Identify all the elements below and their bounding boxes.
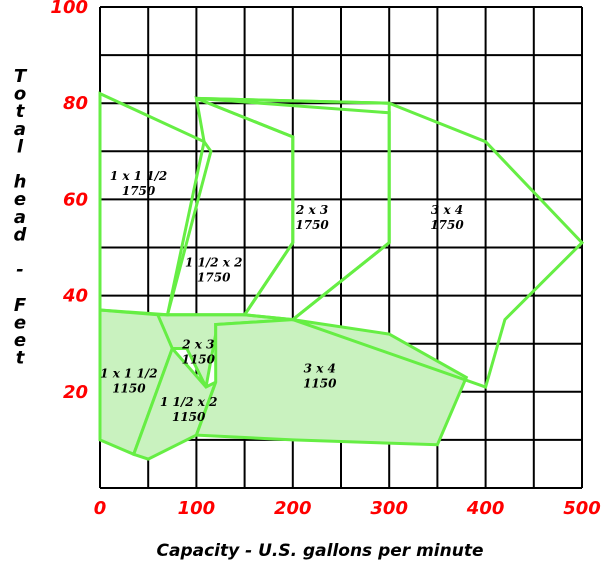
y-axis-label-char: T bbox=[14, 66, 28, 87]
region-3-x-4-1150 bbox=[194, 318, 469, 447]
y-axis-label-char: o bbox=[14, 84, 26, 105]
y-axis-label-char: a bbox=[14, 119, 26, 140]
region-label-rpm-3-x-4-1750: 1750 bbox=[430, 218, 464, 232]
x-tick-label: 100 bbox=[178, 498, 216, 519]
y-axis-label-char: e bbox=[14, 330, 26, 351]
region-label-name-1-1-2-x-2-1750: 1 1/2 x 2 bbox=[185, 256, 242, 270]
region-label-rpm-1-x-1-1-2-1750: 1750 bbox=[122, 184, 156, 198]
region-label-rpm-3-x-4-1150: 1150 bbox=[303, 377, 337, 391]
y-axis-label-char: h bbox=[14, 172, 27, 193]
x-tick-label: 500 bbox=[563, 498, 601, 519]
region-1-x-1-1-2-1750 bbox=[98, 91, 213, 317]
y-axis-label-char: t bbox=[16, 101, 26, 122]
y-tick-label: 20 bbox=[63, 382, 88, 403]
region-label-name-2-x-3-1750: 2 x 3 bbox=[295, 203, 328, 217]
x-tick-label: 400 bbox=[466, 498, 505, 519]
y-axis-label-char: t bbox=[16, 348, 26, 369]
region-label-rpm-1-x-1-1-2-1150: 1150 bbox=[112, 381, 146, 395]
region-label-name-1-x-1-1-2-1750: 1 x 1 1/2 bbox=[110, 169, 167, 183]
y-axis-label-char: e bbox=[14, 189, 26, 210]
y-axis-label-char: - bbox=[16, 260, 23, 281]
region-label-rpm-2-x-3-1150: 1150 bbox=[182, 353, 216, 367]
region-3-x-4-1750 bbox=[196, 96, 585, 389]
x-axis-label: Capacity - U.S. gallons per minute bbox=[157, 541, 484, 561]
y-axis-label-char: F bbox=[14, 295, 27, 316]
x-tick-label: 0 bbox=[94, 498, 107, 519]
region-label-name-2-x-3-1150: 2 x 3 bbox=[181, 338, 214, 352]
y-axis-label-char: l bbox=[17, 136, 24, 157]
region-label-rpm-2-x-3-1750: 1750 bbox=[295, 218, 329, 232]
y-axis-label-char: d bbox=[14, 224, 28, 245]
y-tick-label: 100 bbox=[50, 0, 88, 18]
y-axis-label-char: a bbox=[14, 207, 26, 228]
x-tick-label: 300 bbox=[370, 498, 408, 519]
region-label-rpm-1-1-2-x-2-1150: 1150 bbox=[172, 410, 206, 424]
region-label-rpm-1-1-2-x-2-1750: 1750 bbox=[197, 271, 231, 285]
y-tick-label: 80 bbox=[63, 93, 88, 114]
region-label-name-1-1-2-x-2-1150: 1 1/2 x 2 bbox=[160, 395, 217, 409]
x-tick-label: 200 bbox=[274, 498, 312, 519]
region-label-name-3-x-4-1750: 3 x 4 bbox=[431, 203, 463, 217]
pump-regions bbox=[98, 91, 585, 461]
y-tick-label: 40 bbox=[62, 286, 88, 307]
y-tick-label: 60 bbox=[63, 189, 88, 210]
y-axis-label-char: e bbox=[14, 312, 26, 333]
tick-labels: 0 100 200 300 400 500 20 40 60 80 100 bbox=[50, 0, 600, 519]
region-label-name-3-x-4-1150: 3 x 4 bbox=[304, 362, 336, 376]
region-label-name-1-x-1-1-2-1150: 1 x 1 1/2 bbox=[100, 366, 157, 380]
